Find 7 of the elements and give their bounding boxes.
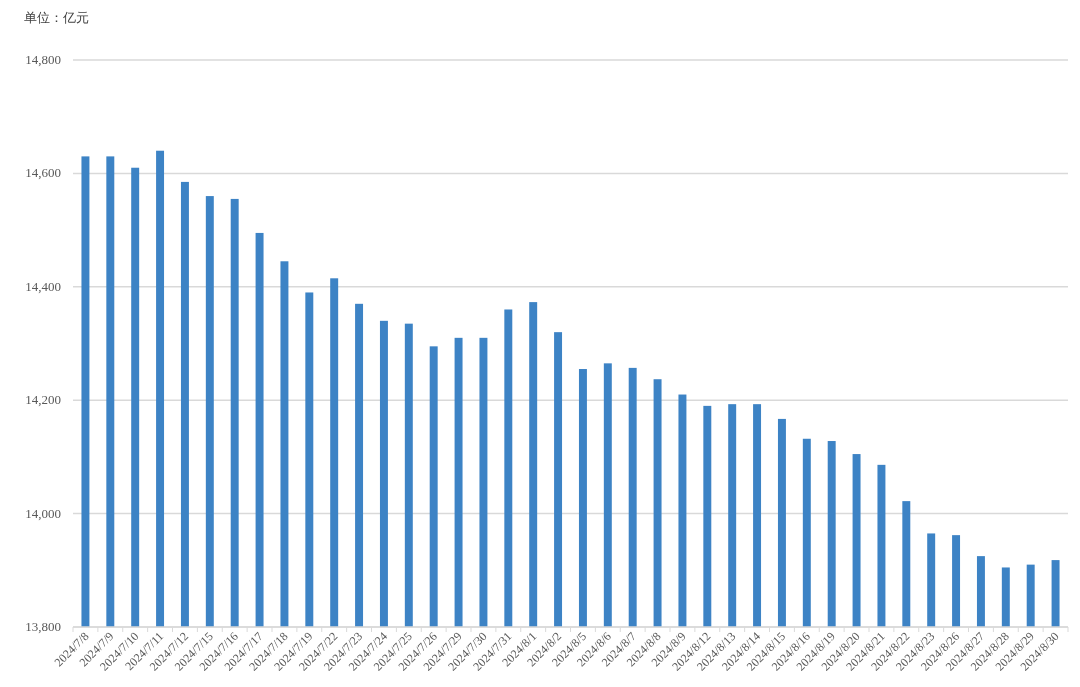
y-tick-label: 13,800 [25,619,61,634]
y-tick-label: 14,000 [25,505,61,521]
y-tick-label: 14,600 [25,165,61,181]
y-tick-label: 14,200 [25,392,61,408]
y-tick-label: 14,800 [25,52,61,67]
y-axis-title: 单位：亿元 [24,10,89,25]
y-tick-label: 14,400 [25,278,61,294]
